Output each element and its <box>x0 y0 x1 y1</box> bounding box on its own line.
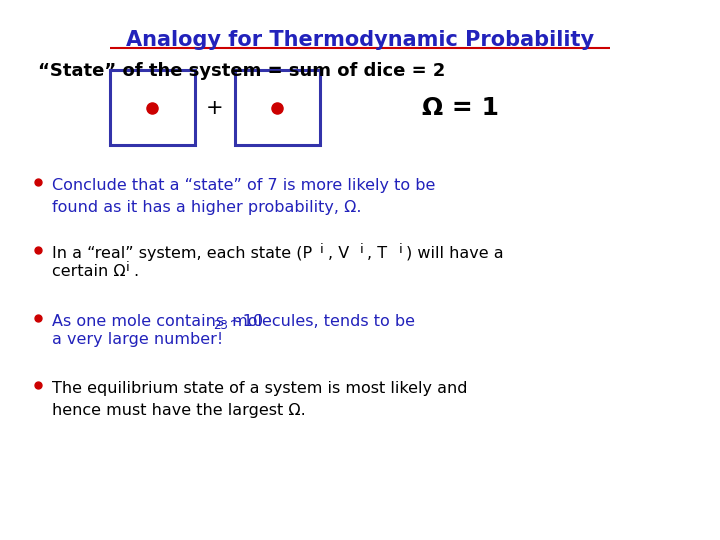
Text: “State” of the system = sum of dice = 2: “State” of the system = sum of dice = 2 <box>38 62 446 80</box>
FancyBboxPatch shape <box>235 70 320 145</box>
Text: ) will have a: ) will have a <box>406 246 503 261</box>
Text: As one mole contains ~10: As one mole contains ~10 <box>52 314 263 329</box>
Text: molecules, tends to be: molecules, tends to be <box>227 314 415 329</box>
Text: .: . <box>133 264 138 279</box>
Text: Ω = 1: Ω = 1 <box>421 96 498 120</box>
Text: i: i <box>320 243 324 256</box>
Text: , V: , V <box>328 246 349 261</box>
Text: i: i <box>399 243 402 256</box>
Text: In a “real” system, each state (P: In a “real” system, each state (P <box>52 246 312 261</box>
Text: i: i <box>360 243 364 256</box>
Text: certain Ω: certain Ω <box>52 264 125 279</box>
FancyBboxPatch shape <box>110 70 195 145</box>
Text: a very large number!: a very large number! <box>52 332 223 347</box>
Text: , T: , T <box>367 246 387 261</box>
Text: The equilibrium state of a system is most likely and
hence must have the largest: The equilibrium state of a system is mos… <box>52 381 467 417</box>
Text: Analogy for Thermodynamic Probability: Analogy for Thermodynamic Probability <box>126 30 594 50</box>
Text: Conclude that a “state” of 7 is more likely to be
found as it has a higher proba: Conclude that a “state” of 7 is more lik… <box>52 178 436 214</box>
Text: i: i <box>126 261 130 274</box>
Text: +: + <box>206 98 224 118</box>
Text: 23: 23 <box>213 319 228 332</box>
